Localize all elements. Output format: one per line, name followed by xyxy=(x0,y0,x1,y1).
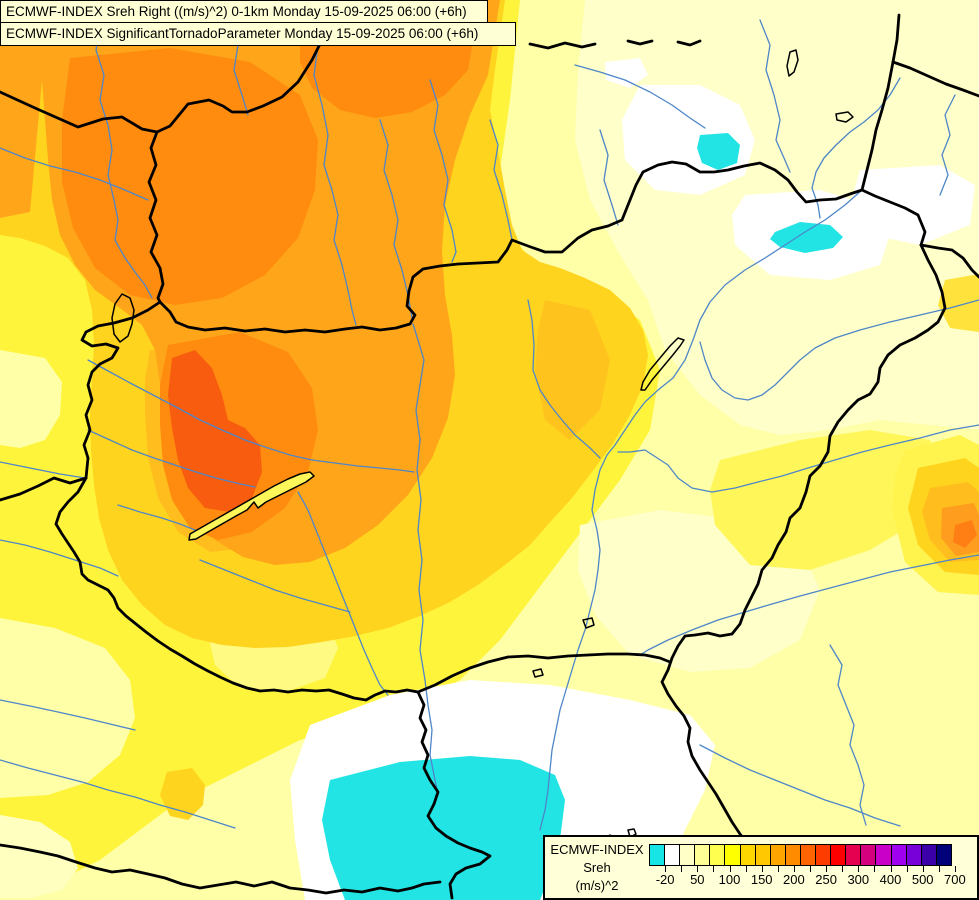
legend: ECMWF-INDEX Sreh (m/s)^2 -20 50 100 150 200 2… xyxy=(543,835,979,900)
fill-cyan-ne1 xyxy=(697,133,740,170)
legend-tick xyxy=(858,866,860,872)
legend-parameter-name: Sreh xyxy=(583,860,611,875)
legend-swatch xyxy=(769,844,786,866)
legend-swatch xyxy=(860,844,877,866)
legend-tick xyxy=(793,866,795,872)
legend-tick-label: 400 xyxy=(879,872,902,887)
legend-tick xyxy=(761,866,763,872)
legend-tick xyxy=(826,866,828,872)
legend-tick-label: 200 xyxy=(783,872,805,887)
lake-ne-small1 xyxy=(786,49,799,77)
legend-tick xyxy=(713,866,715,872)
title-line-2: ECMWF-INDEX SignificantTornadoParameter … xyxy=(0,22,516,46)
legend-tick-label: 300 xyxy=(847,872,870,887)
lake-s-small2 xyxy=(532,668,544,678)
legend-swatch xyxy=(890,844,907,866)
legend-tick xyxy=(681,866,683,872)
legend-swatch xyxy=(694,844,711,866)
legend-tick-label: 50 xyxy=(690,872,705,887)
legend-swatch xyxy=(679,844,696,866)
legend-tick-label: 700 xyxy=(944,872,966,887)
legend-tick xyxy=(729,866,731,872)
lake-s-small1 xyxy=(582,617,595,629)
fill-darkorange-nw xyxy=(62,48,318,305)
fill-bullseye-dark xyxy=(953,520,977,548)
fill-pale-sw1 xyxy=(0,618,135,798)
fill-yellow-southeast xyxy=(710,430,945,570)
legend-model-name: ECMWF-INDEX xyxy=(550,842,644,857)
legend-swatch xyxy=(724,844,741,866)
legend-swatch xyxy=(784,844,801,866)
legend-tick-label: 150 xyxy=(750,872,773,887)
legend-tick xyxy=(938,866,940,872)
rivers xyxy=(0,0,979,831)
legend-ticklabels: -20 50 100 150 200 250 300 400 500 700 xyxy=(649,872,971,890)
legend-swatch xyxy=(875,844,892,866)
legend-swatch xyxy=(845,844,862,866)
fill-pale-sw2 xyxy=(0,815,78,898)
legend-tick xyxy=(922,866,924,872)
fill-redorange-core xyxy=(168,350,262,512)
lake-s-small3 xyxy=(627,828,637,838)
legend-tick-label: 250 xyxy=(815,872,837,887)
legend-tick xyxy=(954,866,956,872)
lake-neusiedl xyxy=(111,293,135,343)
legend-tick xyxy=(665,866,667,872)
legend-colorbar xyxy=(649,844,952,866)
fill-gold-right-edge xyxy=(938,274,979,332)
legend-swatch xyxy=(920,844,937,866)
legend-tick-label: -20 xyxy=(655,872,675,887)
legend-swatch xyxy=(664,844,681,866)
country-borders xyxy=(0,13,979,900)
fill-amber-center xyxy=(535,300,610,440)
legend-swatch xyxy=(649,844,666,866)
legend-ticks xyxy=(649,866,971,872)
legend-unit: (m/s)^2 xyxy=(575,878,619,893)
fill-cyan-ne2 xyxy=(770,222,843,253)
legend-swatch xyxy=(709,844,726,866)
fill-cyan-south xyxy=(322,756,565,900)
legend-tick xyxy=(874,866,876,872)
lakes xyxy=(111,49,854,838)
fill-pale-austria xyxy=(0,350,62,448)
legend-tick xyxy=(810,866,811,872)
legend-swatch xyxy=(754,844,771,866)
legend-swatch xyxy=(935,844,952,866)
fill-white-ne1b xyxy=(605,58,648,88)
legend-swatch xyxy=(739,844,756,866)
legend-tick xyxy=(777,866,779,872)
legend-labels: ECMWF-INDEX Sreh (m/s)^2 xyxy=(547,841,647,895)
legend-tick-label: 500 xyxy=(911,872,934,887)
legend-swatch xyxy=(799,844,817,866)
legend-swatch xyxy=(905,844,922,866)
title-line-1: ECMWF-INDEX Sreh Right ((m/s)^2) 0-1km M… xyxy=(0,0,488,23)
legend-swatch xyxy=(830,844,847,866)
legend-tick xyxy=(745,866,747,872)
legend-tick xyxy=(842,866,844,872)
lake-tisza xyxy=(640,337,685,391)
legend-tick xyxy=(906,866,908,872)
legend-swatch xyxy=(815,844,832,866)
lake-balaton xyxy=(188,471,315,541)
legend-tick-label: 100 xyxy=(718,872,741,887)
lake-ne-small2 xyxy=(835,111,854,123)
fill-gold-south-patch xyxy=(160,768,205,820)
legend-tick xyxy=(697,866,699,872)
legend-tick xyxy=(890,866,892,872)
